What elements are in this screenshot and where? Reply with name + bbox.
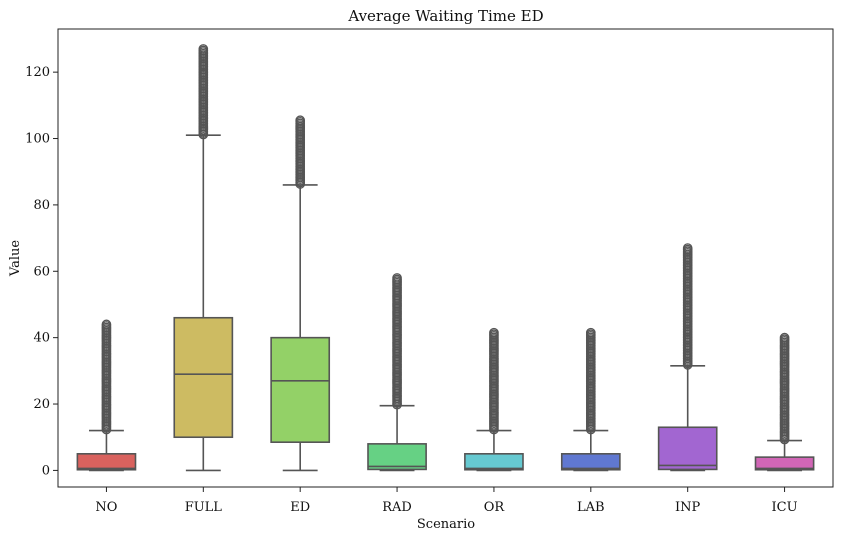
- box-rad: [367, 273, 427, 472]
- y-tick-label: 100: [25, 132, 50, 147]
- iqr-box: [464, 453, 524, 471]
- iqr-box: [657, 426, 718, 471]
- outlier-point: [101, 319, 112, 330]
- outlier-point: [585, 327, 596, 338]
- iqr-box: [754, 456, 815, 471]
- x-tick-label: ICU: [772, 500, 798, 515]
- chart-title: Average Waiting Time ED: [347, 7, 543, 25]
- x-tick-label: NO: [95, 500, 117, 515]
- outlier-point: [779, 332, 790, 343]
- y-axis-label: Value: [8, 240, 23, 277]
- x-axis: NO FULL ED RAD OR LAB INP ICU: [95, 487, 798, 515]
- box-or: [464, 327, 524, 472]
- iqr-box: [367, 443, 427, 471]
- y-tick-label: 60: [33, 264, 50, 279]
- boxes-layer: [76, 44, 815, 472]
- x-axis-label: Scenario: [417, 517, 475, 532]
- x-tick-label: INP: [675, 500, 701, 515]
- iqr-box: [76, 453, 137, 471]
- box-no: [76, 319, 137, 472]
- y-tick-label: 40: [33, 331, 50, 346]
- box-icu: [754, 332, 815, 472]
- box-ed: [270, 115, 331, 472]
- y-tick-label: 120: [25, 65, 50, 80]
- plot-frame: [57, 28, 834, 488]
- outlier-point: [198, 44, 209, 54]
- outlier-point: [392, 273, 402, 283]
- y-tick-label: 80: [33, 198, 50, 213]
- x-tick-label: LAB: [577, 500, 605, 515]
- iqr-box: [173, 316, 234, 439]
- y-tick-label: 0: [42, 463, 50, 478]
- outlier-point: [682, 243, 693, 253]
- box-lab: [560, 327, 621, 472]
- x-tick-label: FULL: [185, 500, 223, 515]
- x-tick-label: ED: [290, 500, 310, 515]
- box-inp: [657, 243, 718, 472]
- x-tick-label: RAD: [382, 500, 412, 515]
- box-full: [173, 44, 234, 472]
- outlier-point: [295, 115, 306, 126]
- outlier-point: [489, 327, 499, 338]
- x-tick-label: OR: [484, 500, 506, 515]
- iqr-box: [560, 453, 621, 471]
- iqr-box: [270, 336, 331, 443]
- y-axis: 0 20 40 60 80 100 120: [25, 65, 58, 478]
- y-tick-label: 20: [33, 397, 50, 412]
